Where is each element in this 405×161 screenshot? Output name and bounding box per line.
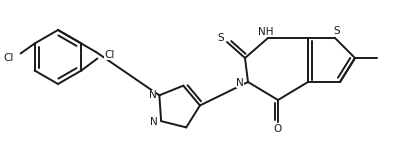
Text: NH: NH <box>258 27 274 37</box>
Text: Cl: Cl <box>104 49 115 60</box>
Text: S: S <box>218 33 224 43</box>
Text: S: S <box>334 26 340 36</box>
Text: N: N <box>149 90 156 100</box>
Text: N: N <box>150 117 158 127</box>
Text: Cl: Cl <box>3 52 14 62</box>
Text: O: O <box>274 124 282 134</box>
Text: N: N <box>236 78 244 88</box>
